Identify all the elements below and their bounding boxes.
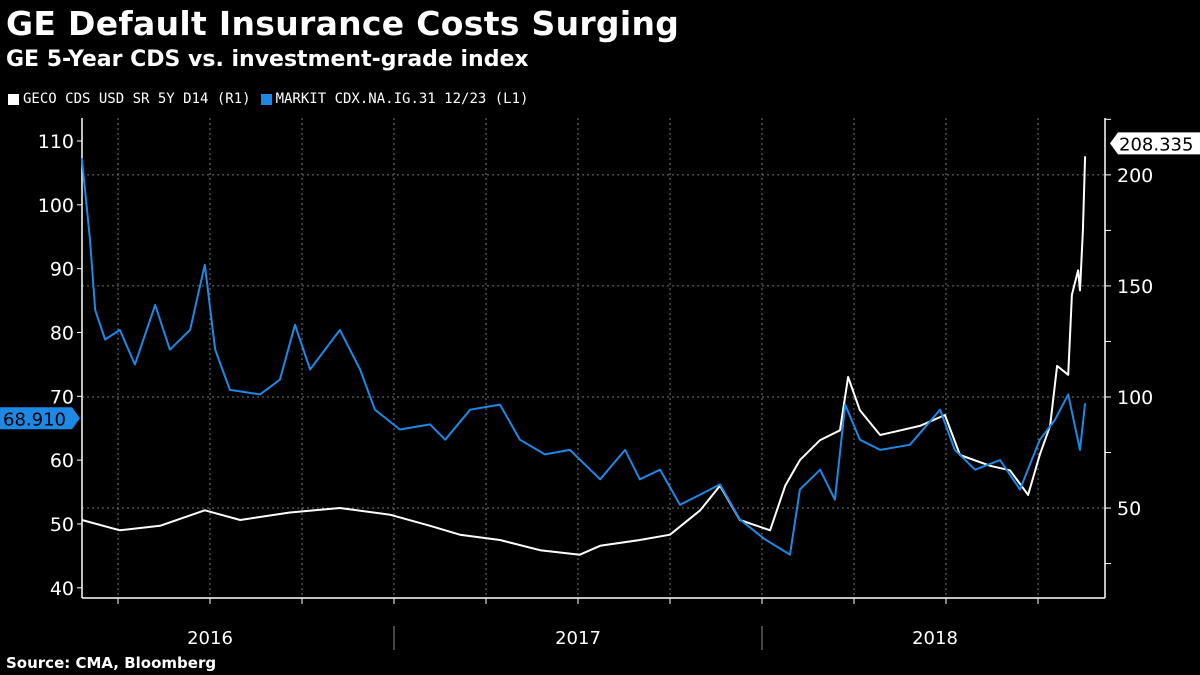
x-axis-year-label: 2018	[912, 628, 958, 649]
right-axis-tick-label: 150	[1117, 276, 1153, 298]
ge-last-value-tag	[1110, 132, 1200, 155]
left-axis-tick-label: 90	[50, 259, 74, 281]
legend: GECO CDS USD SR 5Y D14 (R1) MARKIT CDX.N…	[8, 91, 528, 107]
cdx-ig-line	[80, 158, 1087, 556]
left-axis-tick-label: 40	[50, 578, 74, 600]
chart-title: GE Default Insurance Costs Surging	[6, 4, 680, 43]
legend-label: GECO CDS USD SR 5Y D14 (R1)	[23, 91, 251, 107]
legend-item-cdx: MARKIT CDX.NA.IG.31 12/23 (L1)	[260, 91, 529, 107]
left-axis-tick-label: 60	[50, 450, 74, 472]
x-axis-year-label: 2016	[187, 628, 233, 649]
ge-cds-line	[81, 156, 1087, 556]
cdx-last-value-tag	[0, 407, 80, 430]
chart-subtitle: GE 5-Year CDS vs. investment-grade index	[6, 47, 529, 72]
cdx-last-value-label: 68.910	[3, 409, 66, 430]
left-axis-tick-label: 50	[50, 514, 74, 536]
right-axis-tick-label: 200	[1117, 165, 1153, 187]
ge-last-value-label: 208.335	[1119, 134, 1193, 155]
legend-item-ge-cds: GECO CDS USD SR 5Y D14 (R1)	[8, 91, 251, 107]
left-axis-tick-label: 70	[50, 386, 74, 408]
left-axis-tick-label: 110	[38, 131, 74, 153]
left-axis-tick-label: 100	[38, 195, 74, 217]
right-axis-tick-label: 50	[1117, 498, 1141, 520]
x-axis-year-label: 2017	[555, 628, 601, 649]
legend-swatch-blue	[260, 93, 272, 105]
legend-swatch-white	[8, 93, 19, 105]
legend-label: MARKIT CDX.NA.IG.31 12/23 (L1)	[275, 91, 529, 107]
right-axis-tick-label: 100	[1117, 387, 1153, 409]
left-axis-tick-label: 80	[50, 322, 74, 344]
source-note: Source: CMA, Bloomberg	[6, 654, 217, 672]
